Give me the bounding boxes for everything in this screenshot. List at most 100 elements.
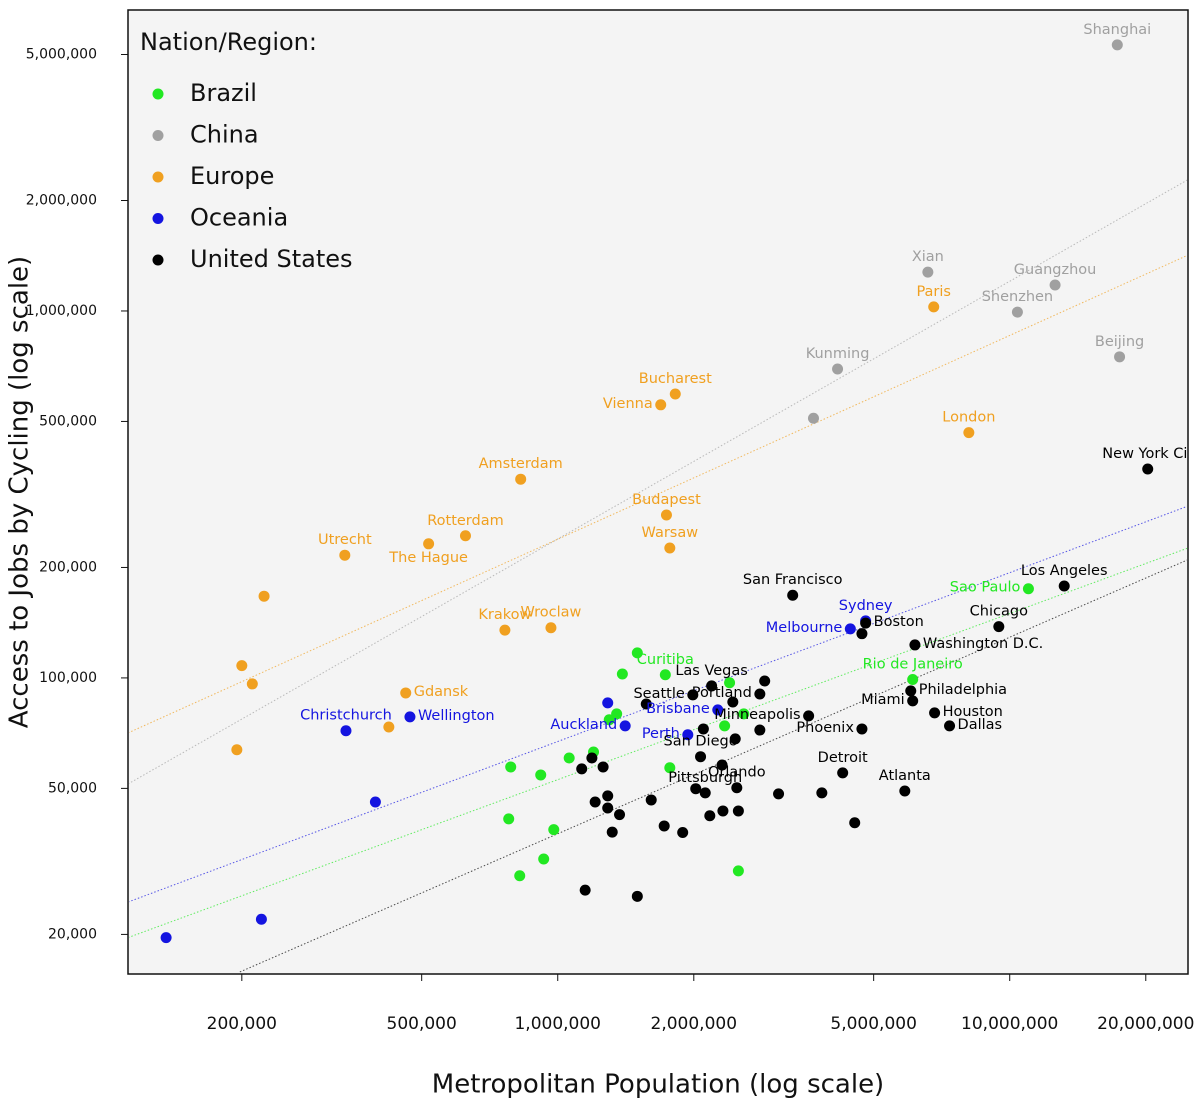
point-label: Brisbane bbox=[646, 701, 710, 717]
x-tick-label: 200,000 bbox=[207, 1014, 277, 1034]
point-label: Rotterdam bbox=[427, 513, 504, 529]
data-point bbox=[704, 810, 716, 822]
data-point bbox=[699, 787, 711, 799]
legend-swatch bbox=[152, 171, 164, 183]
data-point bbox=[832, 363, 844, 375]
plot-area bbox=[127, 9, 1189, 975]
data-point bbox=[1142, 463, 1154, 475]
point-label: Orlando bbox=[708, 765, 766, 781]
data-point bbox=[717, 805, 729, 817]
point-label: Paris bbox=[916, 284, 951, 300]
data-point bbox=[563, 752, 575, 764]
data-point bbox=[404, 711, 416, 723]
point-label: Rio de Janeiro bbox=[863, 657, 963, 673]
data-point bbox=[499, 624, 511, 636]
x-tick-label: 1,000,000 bbox=[514, 1014, 601, 1034]
y-tick-label: 1,000,000 bbox=[26, 303, 97, 319]
point-label: Philadelphia bbox=[919, 682, 1007, 698]
data-point bbox=[716, 759, 728, 771]
data-point bbox=[160, 932, 172, 944]
trend-line bbox=[239, 559, 1187, 973]
data-point bbox=[514, 870, 526, 882]
data-point bbox=[993, 621, 1005, 633]
y-tick-label: 20,000 bbox=[48, 926, 97, 942]
y-tick-label: 2,000,000 bbox=[26, 193, 97, 209]
legend-swatch bbox=[152, 213, 164, 224]
data-point bbox=[589, 796, 601, 808]
point-label: Sydney bbox=[839, 598, 893, 614]
point-label: Wellington bbox=[418, 708, 495, 724]
data-point bbox=[856, 723, 868, 735]
point-label: The Hague bbox=[388, 550, 468, 566]
data-point bbox=[690, 783, 702, 795]
data-point bbox=[732, 865, 744, 877]
point-label: New York Cit bbox=[1102, 446, 1193, 462]
point-label: Warsaw bbox=[642, 525, 699, 541]
data-point bbox=[603, 714, 615, 726]
data-point bbox=[535, 769, 547, 781]
data-point bbox=[545, 622, 557, 634]
x-axis-title: Metropolitan Population (log scale) bbox=[432, 1070, 884, 1100]
data-point bbox=[255, 913, 267, 925]
data-point bbox=[631, 647, 643, 659]
data-point bbox=[907, 674, 919, 686]
point-label: Boston bbox=[874, 614, 924, 630]
data-point bbox=[837, 767, 849, 779]
point-label: Chicago bbox=[970, 604, 1028, 620]
legend-title: Nation/Region: bbox=[140, 28, 317, 56]
data-point bbox=[729, 733, 741, 745]
point-label: San Diego bbox=[664, 734, 738, 750]
data-point bbox=[664, 762, 676, 774]
point-label: San Francisco bbox=[743, 572, 843, 588]
data-point bbox=[503, 813, 515, 825]
data-point bbox=[963, 427, 975, 439]
data-point bbox=[706, 680, 718, 692]
data-point bbox=[727, 696, 739, 708]
data-point bbox=[423, 538, 435, 550]
trend-line bbox=[129, 505, 1187, 903]
y-tick-label: 200,000 bbox=[39, 559, 97, 575]
data-point bbox=[400, 687, 412, 699]
point-label: Gdansk bbox=[414, 684, 469, 700]
data-point bbox=[849, 817, 861, 829]
data-point bbox=[909, 639, 921, 651]
data-point bbox=[677, 827, 689, 839]
x-tick-label: 2,000,000 bbox=[651, 1014, 738, 1034]
data-point bbox=[1058, 580, 1070, 592]
data-point bbox=[669, 388, 681, 400]
data-point bbox=[369, 796, 381, 808]
data-point bbox=[659, 669, 671, 681]
x-tick-label: 10,000,000 bbox=[961, 1014, 1058, 1034]
data-point bbox=[759, 675, 771, 687]
legend-label: Brazil bbox=[190, 79, 257, 107]
point-label: Shenzhen bbox=[982, 289, 1053, 305]
data-point bbox=[860, 617, 872, 629]
point-label: Xian bbox=[912, 249, 944, 265]
data-point bbox=[929, 707, 941, 719]
data-point bbox=[697, 723, 709, 735]
data-point bbox=[664, 542, 676, 554]
data-point bbox=[579, 884, 591, 896]
point-label: Guangzhou bbox=[1014, 262, 1097, 278]
data-point bbox=[905, 685, 917, 697]
point-label: Vienna bbox=[603, 396, 653, 412]
data-point bbox=[236, 660, 248, 672]
trend-line bbox=[129, 547, 1187, 938]
data-point bbox=[754, 688, 766, 700]
data-point bbox=[856, 628, 868, 640]
data-point bbox=[1011, 306, 1023, 318]
data-point bbox=[738, 708, 750, 720]
point-label: Amsterdam bbox=[479, 456, 563, 472]
data-point bbox=[548, 824, 560, 836]
point-label: Kunming bbox=[806, 346, 870, 362]
data-point bbox=[844, 623, 856, 635]
point-label: Krakow bbox=[478, 607, 531, 623]
point-label: Beijing bbox=[1095, 334, 1144, 350]
data-point bbox=[258, 590, 270, 602]
data-point bbox=[732, 805, 744, 817]
legend-swatch bbox=[152, 88, 164, 100]
data-point bbox=[340, 725, 352, 737]
point-label: Melbourne bbox=[766, 620, 843, 636]
data-point bbox=[586, 752, 598, 764]
data-point bbox=[682, 729, 694, 741]
